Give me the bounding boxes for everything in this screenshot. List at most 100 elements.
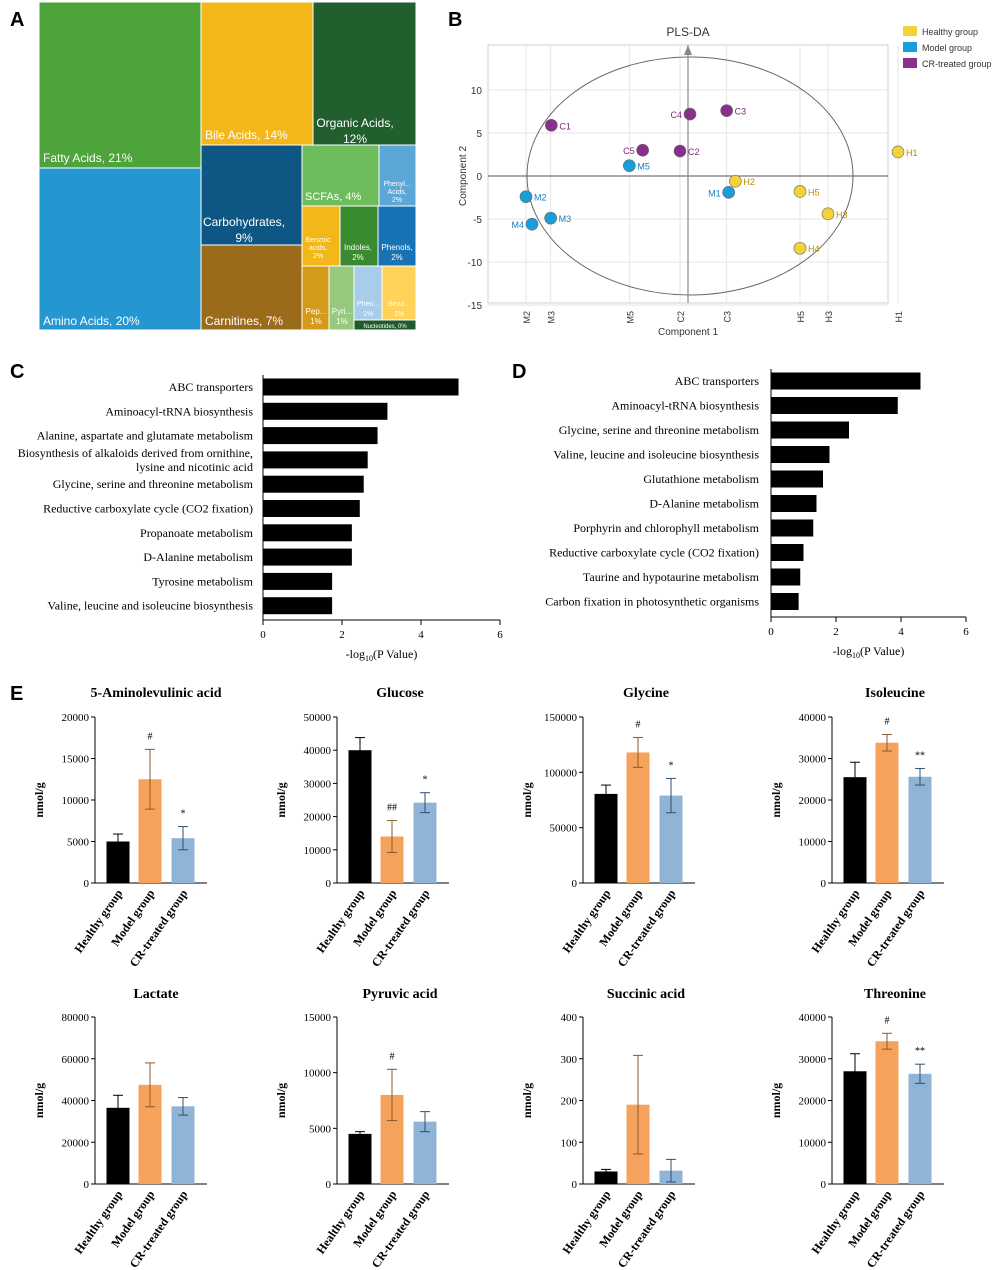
- bar-cr: [659, 795, 683, 883]
- treemap-label-phen2: Phen...: [357, 301, 379, 308]
- pathway-chart-c: 0 2 4 6 -log10(P Value) ABC transporters Amino…: [18, 375, 503, 663]
- y-tick-label: 300: [561, 1054, 578, 1066]
- pathway-label: Glutathione metabolism: [643, 472, 759, 486]
- y-axis-label: nmol/g: [32, 782, 46, 817]
- y-tick-label: 30000: [304, 778, 332, 790]
- legend-swatch-cr: [903, 58, 917, 68]
- pathway-label: Porphyrin and chlorophyll metabolism: [573, 521, 759, 535]
- treemap-label-indoles: Indoles,: [344, 243, 372, 252]
- pls-da-panel: 10 5 0 -5 -10 -15 M2 M3 M5 C2 C3 H5 H3 H1 PLS-DA Compon…: [458, 25, 992, 338]
- point-label: C3: [735, 107, 747, 117]
- point-label: H1: [906, 148, 918, 158]
- x-category-label: CR-treated group: [369, 1187, 433, 1270]
- y-tick-label: 5: [476, 129, 482, 140]
- treemap-label-amino: Amino Acids, 20%: [43, 314, 140, 328]
- bar-cr: [413, 1121, 437, 1184]
- x-tick-label: H5: [796, 311, 806, 323]
- y-tick-label: 15000: [62, 754, 90, 766]
- y-tick-label: 20000: [62, 712, 90, 724]
- pathway-chart-d: 0 2 4 6 -log10(P Value) ABC transporters Amino…: [545, 369, 969, 660]
- y-tick-label: 20000: [799, 1096, 827, 1108]
- significance-mark: *: [181, 809, 186, 820]
- y-tick-label: 5000: [67, 837, 90, 849]
- treemap-label-pyri: 1%: [336, 317, 348, 326]
- y-tick-label: 40000: [304, 745, 332, 757]
- y-tick-label: 150000: [544, 712, 578, 724]
- pathway-label: Tyrosine metabolism: [152, 574, 253, 588]
- x-tick-label: 4: [418, 629, 424, 641]
- point-M4: [525, 217, 539, 231]
- bar-healthy: [348, 750, 372, 883]
- y-tick-label: 0: [84, 878, 90, 890]
- y-tick-label: 100000: [544, 767, 578, 779]
- point-label: M1: [708, 188, 721, 198]
- point-H2: [729, 174, 742, 188]
- treemap-label-carnitines: Carnitines, 7%: [205, 314, 283, 328]
- y-tick-label: -10: [468, 258, 483, 269]
- x-tick-label: 0: [260, 629, 266, 641]
- x-tick-label: M5: [625, 311, 635, 324]
- treemap-label-scfa: SCFAs, 4%: [305, 191, 361, 203]
- x-tick-label: M3: [547, 311, 557, 324]
- pathway-label: Biosynthesis of alkaloids derived from o…: [18, 446, 253, 460]
- point-M3: [544, 211, 557, 225]
- treemap-label-benzoic: Benzoic: [306, 237, 331, 244]
- chart-title: Pyruvic acid: [362, 987, 437, 1002]
- y-tick-label: 100: [561, 1137, 578, 1149]
- treemap-label-bile: Bile Acids, 14%: [205, 128, 288, 142]
- x-tick-label: 0: [768, 626, 774, 638]
- pathway-label: Reductive carboxylate cycle (CO2 fixatio…: [549, 546, 759, 560]
- treemap-tile-amino: [38, 167, 202, 331]
- pathway-label: Aminoacyl-tRNA biosynthesis: [611, 399, 759, 413]
- y-tick-label: 10000: [62, 795, 90, 807]
- bar-model: [138, 1084, 162, 1184]
- bar-model: [138, 779, 162, 883]
- legend-label-cr: CR-treated group: [922, 59, 992, 69]
- y-tick-label: 10000: [304, 1068, 332, 1080]
- pathway-bar: [771, 568, 801, 586]
- x-tick-label: 6: [963, 626, 969, 638]
- y-tick-label: 0: [476, 172, 482, 183]
- x-tick-label: C2: [676, 311, 686, 323]
- chart-title: Lactate: [133, 987, 178, 1002]
- treemap-tile-phenylacids: [378, 144, 417, 207]
- treemap-tile-organic: [312, 1, 417, 146]
- significance-mark: #: [885, 1015, 890, 1026]
- significance-mark: *: [669, 760, 674, 771]
- pathway-bar: [263, 402, 388, 420]
- treemap-tile-pyri: [328, 265, 355, 331]
- y-tick-label: 80000: [62, 1012, 90, 1024]
- treemap-label-pep: Pep...: [306, 307, 327, 316]
- y-tick-label: 400: [561, 1012, 578, 1024]
- bar-healthy: [106, 841, 130, 883]
- pathway-label: ABC transporters: [169, 380, 254, 394]
- treemap-tile-pep: [301, 265, 330, 331]
- y-axis-label: nmol/g: [274, 782, 288, 817]
- y-axis-label: nmol/g: [769, 782, 783, 817]
- bar-chart-lactate: Lactate020000400006000080000nmol/gHealth…: [32, 987, 207, 1270]
- point-label: H2: [743, 177, 755, 187]
- point-label: C4: [670, 110, 682, 120]
- point-C4: [683, 107, 697, 121]
- pathway-label: Glycine, serine and threonine metabolism: [53, 477, 254, 491]
- bar-cr: [908, 776, 932, 883]
- bar-healthy: [843, 1071, 867, 1184]
- significance-mark: ##: [387, 803, 397, 814]
- y-tick-label: 50000: [550, 823, 578, 835]
- y-tick-label: 20000: [62, 1137, 90, 1149]
- x-axis-label: -log10(P Value): [346, 647, 418, 663]
- chart-title: PLS-DA: [666, 25, 709, 39]
- chart-title: Isoleucine: [865, 686, 925, 701]
- pathway-bar: [263, 427, 378, 445]
- significance-mark: **: [915, 1046, 925, 1057]
- pathway-bar: [771, 397, 898, 414]
- treemap-tile-bile: [200, 1, 314, 146]
- y-tick-label: 50000: [304, 712, 332, 724]
- bar-healthy: [594, 1171, 618, 1184]
- y-tick-label: 0: [572, 878, 578, 890]
- pathway-bar: [263, 451, 368, 469]
- bar-chart-5-aminolevulinic-acid: 5-Aminolevulinic acid 0 5000 10000 15000 2000…: [32, 686, 222, 969]
- treemap-label-fatty: Fatty Acids, 21%: [43, 151, 133, 165]
- point-H5: [793, 185, 807, 198]
